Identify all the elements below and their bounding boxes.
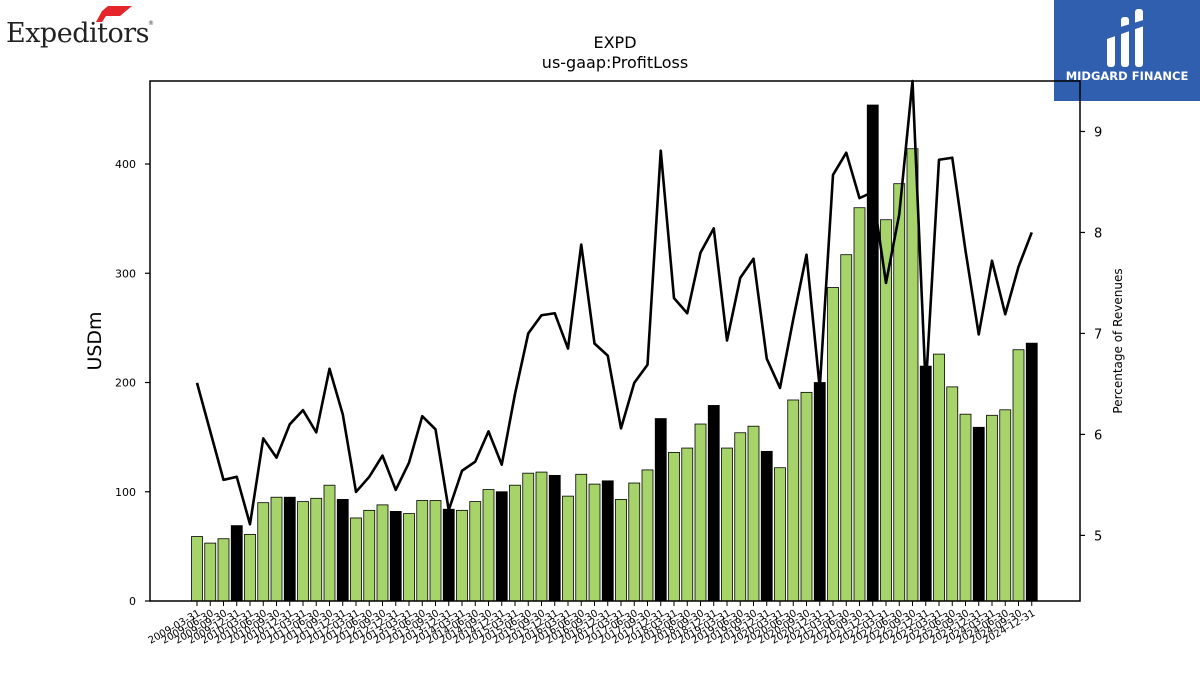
- bar-2021-12-31: [866, 104, 879, 602]
- bar-2021-06-30: [840, 254, 853, 602]
- right-tick-label: 9: [1094, 125, 1102, 140]
- bar-2020-12-31: [813, 382, 826, 602]
- bar-2013-12-31: [442, 508, 455, 602]
- bar-2014-09-30: [482, 489, 495, 602]
- left-tick-label: 0: [129, 595, 136, 608]
- bar-2018-09-30: [694, 423, 707, 602]
- bar-2023-03-31: [933, 353, 945, 602]
- bar-2023-06-30: [946, 386, 959, 602]
- bar-2024-12-31: [1025, 342, 1038, 602]
- bar-2011-12-31: [336, 498, 349, 602]
- bar-2019-03-31: [721, 447, 733, 602]
- bar-2016-12-31: [601, 480, 614, 602]
- bar-2015-06-30: [522, 472, 535, 602]
- bar-2022-06-30: [893, 183, 906, 602]
- bar-2014-03-31: [456, 509, 468, 602]
- bar-2015-09-30: [535, 471, 548, 602]
- right-axis: 5 6 7 8 9: [1080, 125, 1102, 544]
- bar-2020-06-30: [787, 399, 800, 602]
- bar-2018-06-30: [681, 447, 694, 602]
- bar-2016-09-30: [588, 483, 601, 602]
- bar-2013-09-30: [429, 500, 442, 602]
- right-tick-label: 6: [1094, 428, 1102, 443]
- left-tick-label: 100: [115, 486, 136, 499]
- bar-2013-03-31: [403, 513, 415, 602]
- bar-2017-12-31: [654, 418, 667, 602]
- right-tick-label: 8: [1094, 226, 1102, 241]
- bar-2010-06-30: [257, 502, 270, 602]
- bar-2017-06-30: [628, 482, 641, 602]
- bar-2024-06-30: [999, 409, 1012, 602]
- bar-2023-09-30: [959, 413, 972, 602]
- x-axis: 2009-03-312009-06-302009-09-302009-12-31…: [147, 601, 1037, 647]
- bar-2019-12-31: [760, 450, 773, 602]
- left-tick-label: 300: [115, 267, 136, 280]
- bar-2011-09-30: [323, 484, 336, 602]
- right-axis-label: Percentage of Revenues: [1111, 268, 1125, 413]
- bar-2017-03-31: [615, 498, 627, 602]
- bars-group: [191, 104, 1038, 602]
- expeditors-logo: Expeditors ®: [6, 6, 156, 50]
- expeditors-logo-text: Expeditors: [6, 18, 150, 49]
- y-axis-label: USDm: [84, 311, 106, 370]
- bar-2010-03-31: [244, 533, 256, 602]
- bar-2020-09-30: [800, 391, 813, 602]
- expeditors-wing-icon: [96, 6, 132, 22]
- plot-frame: [149, 80, 1081, 602]
- bar-2013-06-30: [416, 500, 429, 602]
- bar-2014-12-31: [495, 491, 508, 602]
- bar-2024-09-30: [1012, 349, 1025, 602]
- left-tick-label: 400: [115, 158, 136, 171]
- left-tick-label: 200: [115, 377, 136, 390]
- bar-2018-03-31: [668, 452, 680, 602]
- bar-2019-09-30: [747, 425, 760, 602]
- bar-2022-12-31: [919, 365, 932, 602]
- bar-2012-03-31: [350, 517, 362, 602]
- bar-2024-03-31: [986, 414, 998, 602]
- bar-2011-03-31: [297, 501, 309, 602]
- bar-2023-12-31: [972, 426, 985, 602]
- bar-2015-03-31: [509, 484, 521, 602]
- bar-2019-06-30: [734, 432, 747, 602]
- bar-2014-06-30: [469, 501, 482, 602]
- bar-2009-06-30: [204, 542, 217, 602]
- bar-2021-03-31: [827, 287, 839, 602]
- bar-2012-09-30: [376, 504, 389, 602]
- bar-2012-12-31: [389, 511, 402, 602]
- chart-subtitle: us-gaap:ProfitLoss: [542, 53, 688, 72]
- bar-2015-12-31: [548, 474, 561, 602]
- bar-2017-09-30: [641, 469, 654, 602]
- percentage-line: [195, 79, 1033, 526]
- right-tick-label: 5: [1094, 529, 1102, 544]
- bar-2021-09-30: [853, 207, 866, 602]
- bar-2016-03-31: [562, 495, 574, 602]
- bar-2016-06-30: [575, 473, 588, 602]
- bar-2009-03-31: [191, 536, 203, 602]
- bar-2018-12-31: [707, 405, 720, 602]
- chart-title: EXPD: [593, 33, 636, 52]
- registered-mark: ®: [148, 20, 154, 27]
- bar-2010-12-31: [283, 496, 296, 602]
- bar-2009-09-30: [217, 538, 230, 602]
- midgard-finance-text: MIDGARD FINANCE: [1065, 69, 1189, 83]
- midgard-emblem-icon: [1107, 9, 1147, 67]
- bar-2022-09-30: [906, 148, 919, 602]
- bar-2012-06-30: [363, 509, 376, 602]
- bar-2010-09-30: [270, 496, 283, 602]
- midgard-finance-logo: MIDGARD FINANCE: [1054, 0, 1200, 101]
- bar-2009-12-31: [230, 525, 243, 602]
- left-axis: 0 100 200 300 400: [115, 158, 150, 608]
- bar-2020-03-31: [774, 467, 786, 602]
- right-tick-label: 7: [1094, 327, 1102, 342]
- bar-2011-06-30: [310, 497, 323, 602]
